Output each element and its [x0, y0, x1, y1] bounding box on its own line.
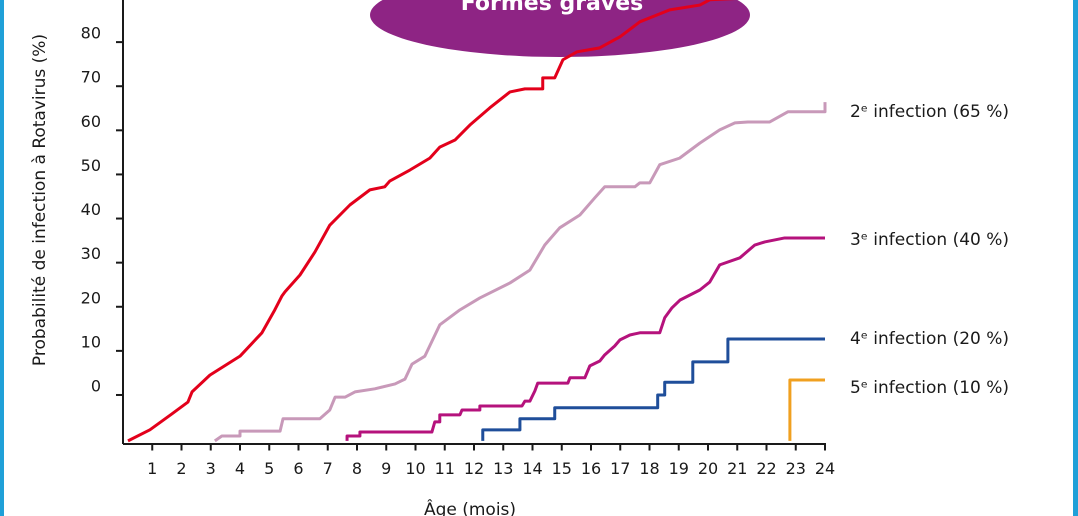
x-tick-label: 14 [522, 459, 542, 478]
x-tick-label: 7 [323, 459, 333, 478]
chart-title: Formes graves [461, 0, 644, 16]
frame-right [1073, 0, 1078, 516]
x-axis-label: Âge (mois) [424, 498, 516, 516]
x-tick-label: 8 [352, 459, 362, 478]
y-tick-label: 40 [81, 200, 101, 219]
series-label: 5ᵉ infection (10 %) [850, 378, 1009, 398]
x-tick-label: 10 [405, 459, 425, 478]
x-tick-label: 18 [639, 459, 659, 478]
y-tick-label: 60 [81, 112, 101, 131]
y-tick-label: 50 [81, 156, 101, 175]
series-line [788, 378, 825, 441]
x-tick-label: 1 [147, 459, 157, 478]
series-line [213, 102, 827, 443]
x-tick-label: 12 [464, 459, 484, 478]
series-label: 2ᵉ infection (65 %) [850, 102, 1009, 122]
y-tick-label: 20 [81, 288, 101, 307]
x-tick-label: 11 [435, 459, 455, 478]
frame-left [0, 0, 4, 516]
x-tick-label: 16 [581, 459, 601, 478]
series-label: 4ᵉ infection (20 %) [850, 329, 1009, 349]
series-line [127, 0, 736, 443]
x-tick-label: 4 [235, 459, 245, 478]
y-tick-label: 0 [91, 376, 101, 395]
x-tick-label: 22 [756, 459, 776, 478]
y-axis-label: Probabilité de infection à Rotavirus (%) [30, 34, 50, 366]
series-label: 3ᵉ infection (40 %) [850, 230, 1009, 250]
x-tick-label: 21 [727, 459, 747, 478]
series-line [345, 236, 825, 441]
x-tick-label: 3 [206, 459, 216, 478]
x-tick-label: 17 [610, 459, 630, 478]
y-tick-label: 80 [81, 24, 101, 43]
y-tick-label: 70 [81, 68, 101, 87]
y-tick-label: 30 [81, 244, 101, 263]
x-tick-label: 15 [552, 459, 572, 478]
series-line [481, 337, 825, 441]
y-tick-label: 10 [81, 332, 101, 351]
x-tick-label: 9 [381, 459, 391, 478]
x-tick-label: 13 [493, 459, 513, 478]
x-tick-label: 5 [264, 459, 274, 478]
x-tick-label: 20 [698, 459, 718, 478]
x-tick-label: 2 [176, 459, 186, 478]
x-tick-label: 19 [669, 459, 689, 478]
x-tick-label: 23 [786, 459, 806, 478]
x-tick-label: 6 [293, 459, 303, 478]
x-tick-label: 24 [815, 459, 835, 478]
